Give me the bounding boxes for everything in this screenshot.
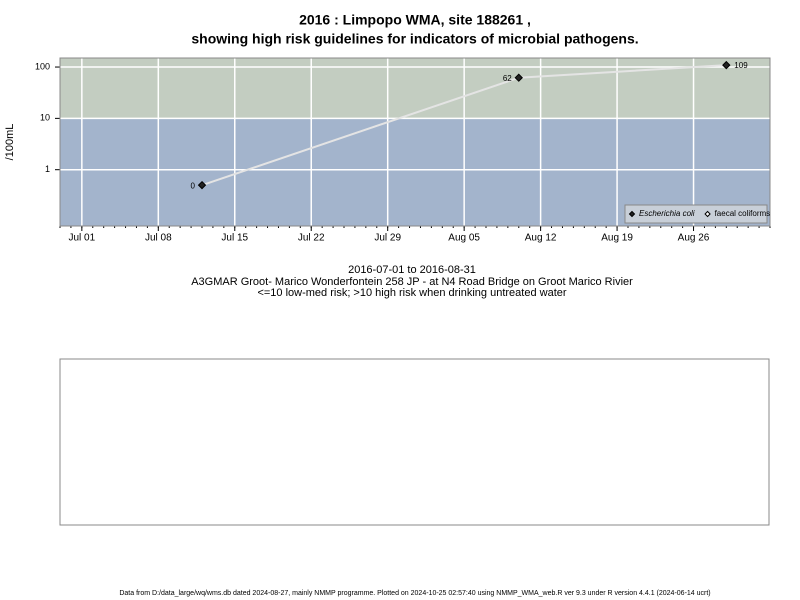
data-point bbox=[514, 73, 523, 82]
x-tick-label: Jul 08 bbox=[145, 233, 172, 244]
empty-panel bbox=[59, 358, 770, 526]
legend-symbol bbox=[628, 210, 636, 218]
x-tick-label: Jul 01 bbox=[69, 233, 96, 244]
x-tick-label: Aug 19 bbox=[601, 233, 633, 244]
x-tick-label: Aug 05 bbox=[448, 233, 480, 244]
high-risk-band bbox=[60, 58, 770, 119]
y-tick-label: 10 bbox=[40, 113, 50, 123]
data-point bbox=[197, 180, 207, 190]
x-tick-label: Jul 22 bbox=[298, 233, 325, 244]
x-axis-label: A3GMAR Groot- Marico Wonderfontein 258 J… bbox=[191, 276, 633, 288]
footer: Data from D:/data_large/wq/wms.db dated … bbox=[119, 590, 710, 597]
y-axis-label: /100mL bbox=[4, 124, 16, 161]
legend-label: faecal coliforms bbox=[715, 209, 771, 218]
data-point bbox=[722, 60, 731, 70]
legend-box bbox=[624, 204, 768, 224]
legend-label: Escherichia coli bbox=[639, 209, 695, 218]
chart-title: 2016 : Limpopo WMA, site 188261 , bbox=[299, 12, 531, 28]
x-tick-label: Aug 12 bbox=[525, 233, 557, 244]
data-label: 0 bbox=[191, 181, 196, 190]
x-tick-label: Jul 29 bbox=[374, 233, 401, 244]
plot-frame bbox=[59, 57, 771, 227]
chart-title: showing high risk guidelines for indicat… bbox=[191, 31, 638, 47]
x-axis-label: 2016-07-01 to 2016-08-31 bbox=[348, 264, 476, 276]
data-label: 109 bbox=[734, 61, 748, 70]
x-axis-label: <=10 low-med risk; >10 high risk when dr… bbox=[257, 287, 566, 299]
data-label: 62 bbox=[503, 74, 512, 83]
y-tick-label: 1 bbox=[45, 164, 50, 174]
legend-symbol bbox=[704, 210, 711, 218]
y-tick-label: 100 bbox=[35, 61, 50, 71]
x-tick-label: Jul 15 bbox=[221, 233, 248, 244]
x-tick-label: Aug 26 bbox=[678, 233, 710, 244]
